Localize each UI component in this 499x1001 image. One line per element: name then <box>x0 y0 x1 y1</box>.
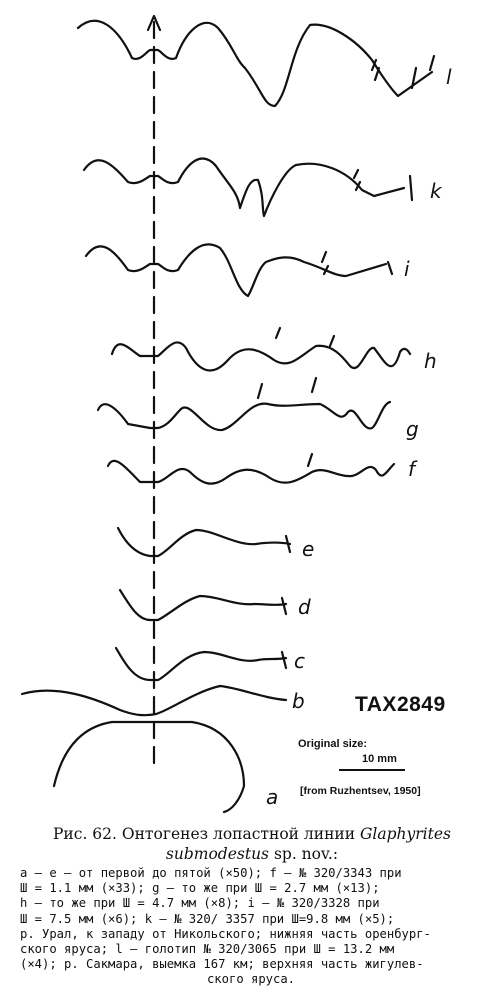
stage-label-d: d <box>298 595 311 619</box>
axis-arrow <box>146 14 162 32</box>
legend-line: Ш = 1.1 мм (×33); g — то же при Ш = 2.7 … <box>20 881 380 896</box>
stage-label-c: c <box>294 649 305 673</box>
suture-dash-c <box>280 650 288 670</box>
suture-line-i <box>84 243 388 298</box>
stage-label-e: e <box>302 537 314 561</box>
stage-label-k: k <box>430 179 443 203</box>
legend-line: ского яруса; l — голотип № 320/3065 при … <box>20 942 395 957</box>
stage-label-f: f <box>408 457 418 481</box>
suture-line-g <box>96 400 392 432</box>
legend-line: h — то же при Ш = 4.7 мм (×8); i — № 320… <box>20 896 380 911</box>
suture-line-f <box>106 459 396 485</box>
caption-species: submodestus <box>165 845 270 863</box>
suture-ontogeny-figure: l k i h g f e d c b a <box>20 14 452 814</box>
suture-dash-i <box>320 250 394 276</box>
legend-line: ского яруса. <box>206 972 296 987</box>
suture-line-e <box>116 526 292 558</box>
suture-dash-d <box>280 596 288 616</box>
suture-line-d <box>118 588 288 622</box>
specimen-code: TAX2849 <box>355 693 446 716</box>
caption-suffix: sp. nov.: <box>273 845 339 863</box>
source-citation: [from Ruzhentsev, 1950] <box>300 785 421 797</box>
caption-prefix: Рис. 62. Онтогенез лопастной линии <box>53 825 356 843</box>
suture-lines-drawing: l k i h g f e d c b a <box>20 14 452 814</box>
figure-legend: a — e — от первой до пятой (×50); f — № … <box>20 866 482 988</box>
legend-line: р. Урал, к западу от Никольского; нижняя… <box>20 926 431 941</box>
stage-label-b: b <box>292 689 305 713</box>
legend-line: (×4); р. Сакмара, выемка 167 км; верхняя… <box>20 957 424 972</box>
scale-bar <box>339 769 405 771</box>
suture-dash-g <box>256 376 318 400</box>
suture-line-c <box>114 646 288 682</box>
suture-line-k <box>82 157 406 218</box>
figure-caption: Рис. 62. Онтогенез лопастной линии Glaph… <box>22 824 482 864</box>
suture-line-l <box>76 19 434 108</box>
stage-label-g: g <box>406 417 419 441</box>
stage-label-i: i <box>404 257 410 281</box>
caption-genus: Glaphyrites <box>360 825 451 843</box>
original-size-label: Original size: <box>298 738 368 750</box>
suture-dash-k <box>352 168 414 202</box>
stage-label-h: h <box>424 349 437 373</box>
suture-line-a <box>52 720 246 814</box>
suture-dash-e <box>284 534 292 554</box>
suture-line-b <box>20 684 288 717</box>
stage-label-a: a <box>266 785 278 809</box>
stage-label-l: l <box>446 65 452 89</box>
legend-line: Ш = 7.5 мм (×6); k — № 320/ 3357 при Ш=9… <box>20 911 395 926</box>
legend-line: a — e — от первой до пятой (×50); f — № … <box>20 866 402 880</box>
scale-label: 10 mm <box>362 753 397 765</box>
suture-dash-l <box>370 54 436 90</box>
suture-line-h <box>110 341 412 372</box>
suture-dash-f <box>306 452 314 468</box>
suture-dash-h <box>274 326 336 348</box>
